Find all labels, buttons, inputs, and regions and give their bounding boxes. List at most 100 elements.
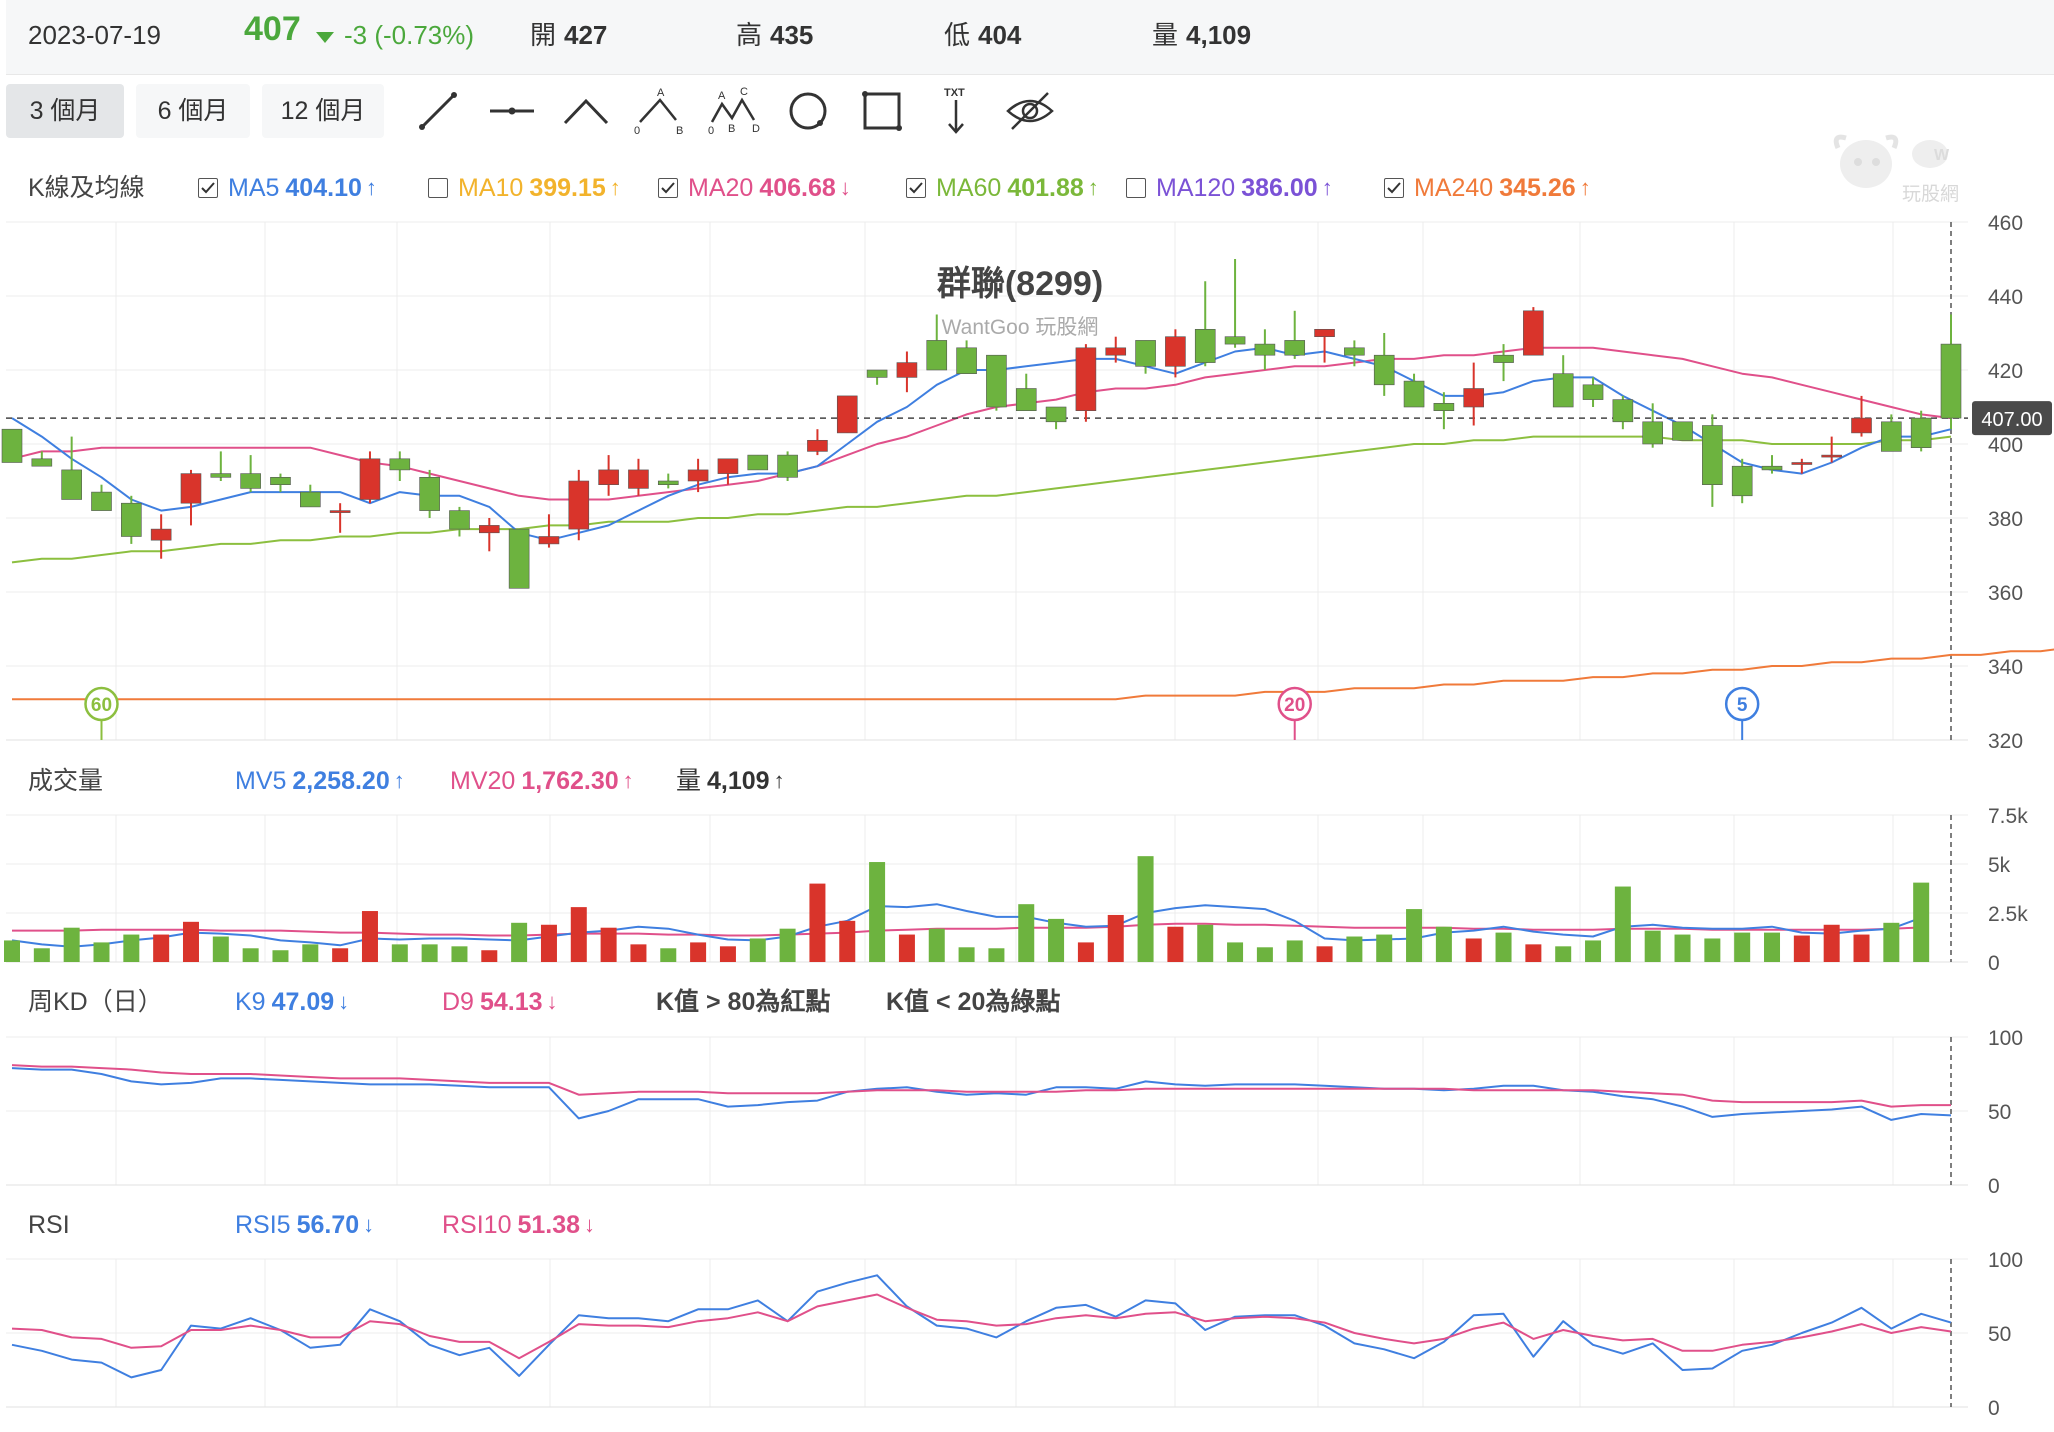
- price-tick-label: 380: [1988, 508, 2023, 531]
- angle-line-icon[interactable]: [558, 84, 614, 138]
- d9-line: [11, 1064, 1951, 1108]
- volume-bar: [839, 920, 856, 962]
- volume-bar: [1018, 904, 1035, 962]
- down-triangle-icon: [316, 31, 334, 43]
- volume-bar: [1256, 947, 1273, 962]
- candle-body: [1493, 354, 1514, 363]
- chart-lines: [6, 222, 2054, 1407]
- arrow-down-icon: ↓: [338, 989, 350, 1014]
- legend-value: 1,762.30: [521, 767, 619, 795]
- candle-body: [1523, 310, 1544, 356]
- candle-body: [1344, 347, 1365, 356]
- volume-label: 量: [1152, 20, 1179, 50]
- candle-body: [836, 395, 858, 434]
- candle-body: [1702, 425, 1723, 486]
- hide-drawings-icon[interactable]: [1002, 84, 1058, 138]
- volume-bar: [242, 948, 259, 962]
- volume-bar: [33, 948, 50, 962]
- volume-bar: [809, 883, 826, 962]
- legend-value: 54.13: [479, 988, 543, 1016]
- ma5-line: [11, 346, 1952, 542]
- chart-grid: [6, 221, 1968, 1408]
- volume-bar: [1137, 856, 1154, 962]
- legend-name: MA60: [936, 174, 1002, 202]
- rsi-legend: RSI RSI5 56.70 ↓ RSI10 51.38 ↓: [0, 1205, 2054, 1245]
- candle-body: [538, 536, 560, 545]
- legend-checkbox[interactable]: [1384, 178, 1404, 198]
- volume-value: 4,109: [1186, 20, 1252, 50]
- legend-value: 51.38: [517, 1211, 581, 1239]
- rsi10-line: [11, 1293, 1952, 1360]
- legend-value: 399.15: [529, 174, 606, 202]
- volume-bar: [1495, 932, 1512, 962]
- candle-body: [478, 525, 500, 534]
- legend-checkbox[interactable]: [906, 178, 926, 198]
- arrow-up-icon: ↑: [622, 768, 634, 793]
- abcd-pattern-icon[interactable]: A C 0 B D: [706, 84, 762, 138]
- volume-bar: [660, 948, 677, 962]
- legend-checkbox[interactable]: [1126, 178, 1146, 198]
- candle-body: [419, 476, 440, 511]
- candle-body: [717, 458, 739, 474]
- candle-body: [1, 428, 23, 463]
- legend-name: RSI5: [235, 1211, 291, 1239]
- legend-checkbox[interactable]: [198, 178, 218, 198]
- volume-bar: [1823, 924, 1840, 962]
- candle-body: [1373, 354, 1395, 386]
- volume-bar: [361, 911, 378, 962]
- line-tool-icon[interactable]: [410, 84, 466, 138]
- candle-body: [1940, 343, 1962, 419]
- legend-ma60[interactable]: MA60 401.88 ↑: [906, 168, 1099, 208]
- candle-body: [300, 491, 321, 508]
- legend-name: MA120: [1156, 174, 1236, 202]
- candle-body: [1910, 417, 1932, 449]
- candle-body: [956, 347, 977, 374]
- candle-body: [1612, 399, 1634, 423]
- kd-tick-label: 0: [1988, 1175, 2000, 1198]
- candle-body: [896, 362, 918, 378]
- volume-bar: [1465, 938, 1482, 962]
- legend-d9: D9 54.13 ↓: [442, 982, 558, 1022]
- arrow-up-icon: ↑: [365, 175, 377, 200]
- legend-value: 406.68: [759, 174, 836, 202]
- volume-tick-label: 7.5k: [1988, 805, 2028, 828]
- price-tick-label: 340: [1988, 656, 2023, 679]
- legend-mv20: MV20 1,762.30 ↑: [450, 761, 634, 801]
- circle-tool-icon[interactable]: [780, 84, 836, 138]
- period-3m-button[interactable]: 3 個月: [6, 84, 124, 138]
- period-12m-button[interactable]: 12 個月: [262, 84, 384, 138]
- legend-checkbox[interactable]: [658, 178, 678, 198]
- volume-legend: 成交量 MV5 2,258.20 ↑ MV20 1,762.30 ↑ 量 4,109 ↑: [0, 761, 2054, 801]
- mv20-line: [12, 922, 1922, 937]
- volume-bar: [600, 927, 617, 962]
- legend-ma10[interactable]: MA10 399.15 ↑: [428, 168, 621, 208]
- candle-body: [986, 354, 1007, 408]
- legend-ma240[interactable]: MA240 345.26 ↑: [1384, 168, 1591, 208]
- price-tick-label: 400: [1988, 434, 2023, 457]
- legend-ma5[interactable]: MA5 404.10 ↑: [198, 168, 377, 208]
- ma-marker-label: 20: [1284, 695, 1305, 716]
- abc-pattern-icon[interactable]: A B 0: [632, 84, 688, 138]
- volume: 量 4,109: [1152, 18, 1251, 52]
- rectangle-tool-icon[interactable]: [854, 84, 910, 138]
- kd-title: 周KD（日）: [28, 988, 163, 1016]
- arrow-down-icon: ↓: [839, 175, 851, 200]
- candle-body: [359, 458, 381, 500]
- volume-bar: [481, 950, 498, 962]
- volume-bar: [1525, 944, 1542, 962]
- candle-body: [389, 458, 411, 471]
- legend-ma120[interactable]: MA120 386.00 ↑: [1126, 168, 1333, 208]
- arrow-up-icon: ↑: [1087, 175, 1099, 200]
- candle-body: [210, 473, 232, 478]
- period-6m-button[interactable]: 6 個月: [136, 84, 250, 138]
- rsi-title: RSI: [28, 1211, 70, 1239]
- candle-body: [807, 439, 828, 452]
- legend-checkbox[interactable]: [428, 178, 448, 198]
- volume-bar: [1764, 932, 1781, 962]
- candle-body: [1642, 421, 1663, 445]
- text-tool-icon[interactable]: TXT: [928, 84, 984, 138]
- horizontal-line-icon[interactable]: [484, 84, 540, 138]
- high-price: 高 435: [736, 18, 813, 52]
- legend-ma20[interactable]: MA20 406.68 ↓: [658, 168, 851, 208]
